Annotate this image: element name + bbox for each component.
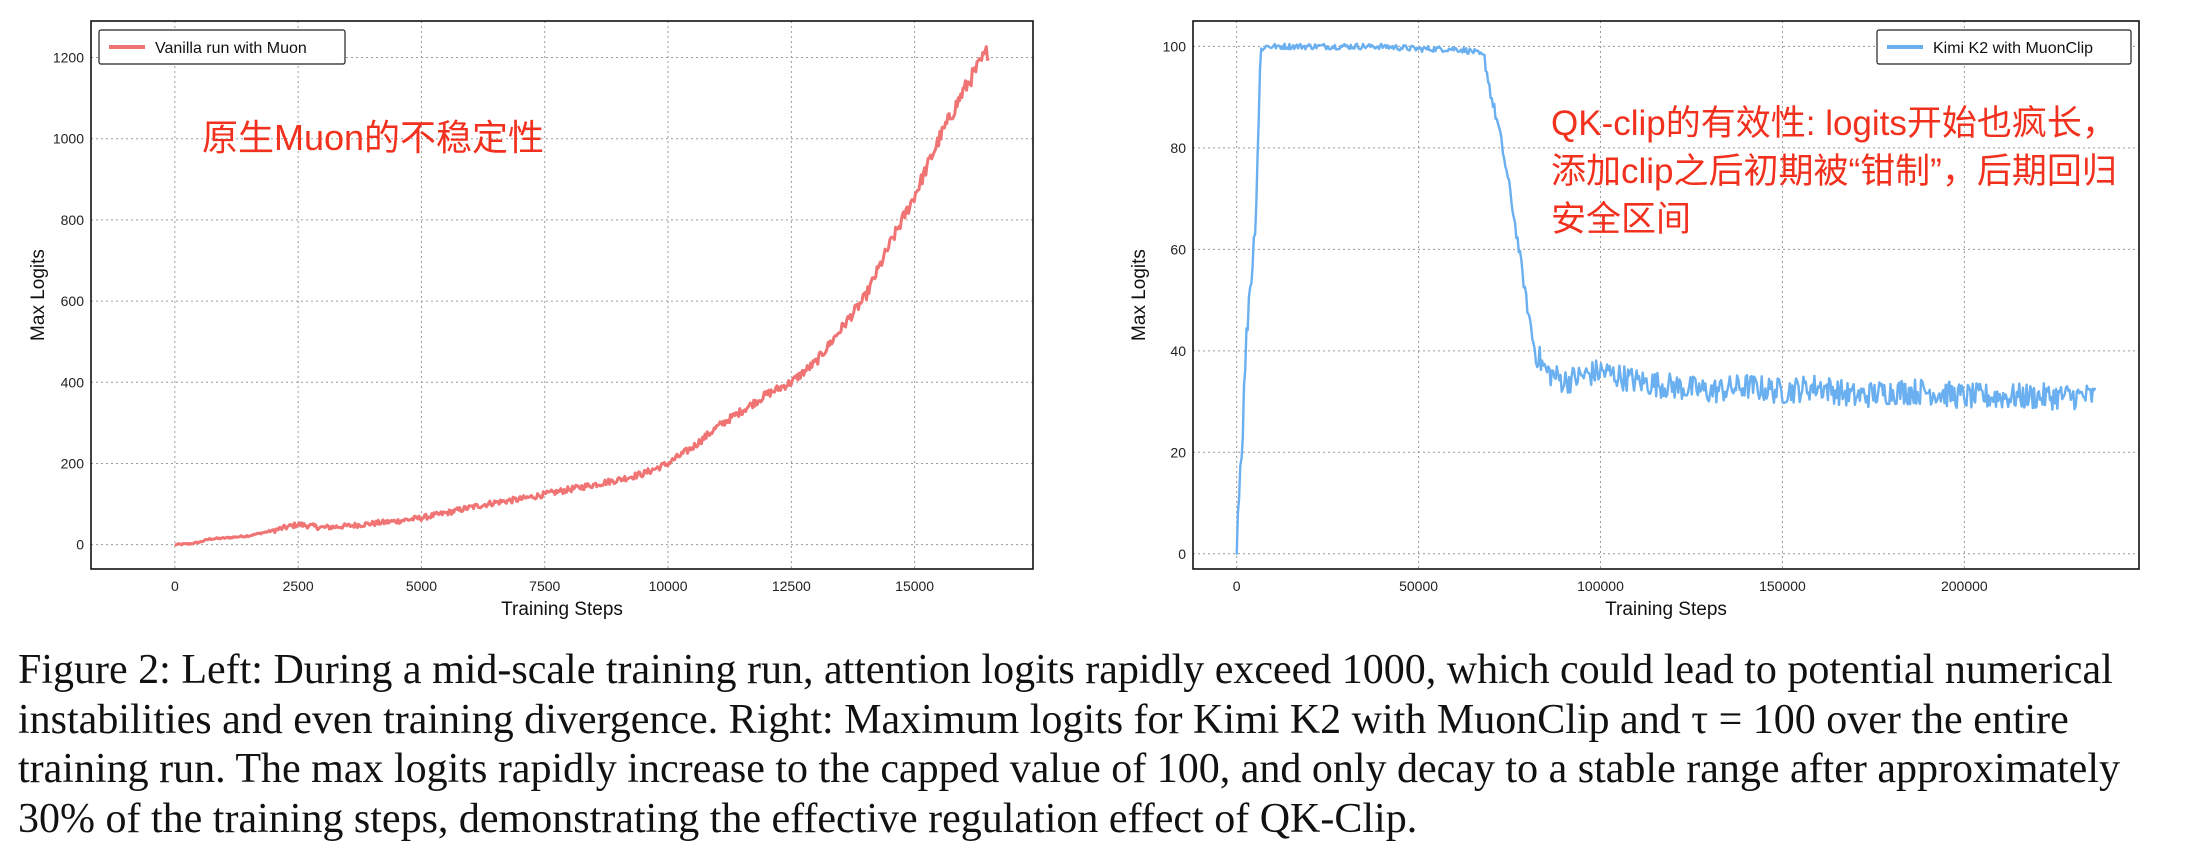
left-y-tick-label: 1000 — [53, 131, 84, 147]
right-legend-label: Kimi K2 with MuonClip — [1933, 40, 2093, 57]
left-x-tick-label: 2500 — [283, 578, 314, 594]
chart-left: 0 200 400 600 800 1000 1200 0 2500 5000 7500 10000 1… — [28, 20, 1034, 620]
left-legend-label: Vanilla run with Muon — [155, 40, 307, 57]
right-legend-box — [1876, 29, 2132, 65]
right-y-tick-label: 100 — [1163, 38, 1187, 54]
figure-caption: Figure 2: Left: During a mid-scale train… — [18, 647, 2120, 842]
left-legend: Vanilla run with Muon — [98, 29, 346, 65]
left-x-tick-label: 5000 — [406, 578, 437, 594]
right-y-tick-label: 0 — [1178, 546, 1186, 562]
chart-right: 0 20 40 60 80 100 0 50000 100000 150000 200000 Trai… — [1129, 20, 2140, 620]
left-y-tick-label: 200 — [61, 455, 85, 471]
left-y-tick-label: 800 — [61, 212, 85, 228]
right-y-tick-label: 40 — [1170, 343, 1186, 359]
right-x-tick-label: 150000 — [1759, 578, 1806, 594]
left-y-tick-label: 0 — [76, 537, 84, 553]
right-y-axis-label: Max Logits — [1129, 249, 1150, 341]
right-x-tick-label: 200000 — [1941, 578, 1988, 594]
left-x-axis-label: Training Steps — [501, 599, 623, 620]
right-legend: Kimi K2 with MuonClip — [1876, 29, 2132, 65]
right-plot-frame — [1192, 20, 2140, 570]
right-y-tick-label: 60 — [1170, 241, 1186, 257]
left-x-tick-label: 7500 — [529, 578, 560, 594]
left-x-tick-label: 12500 — [772, 578, 811, 594]
right-x-axis-label: Training Steps — [1605, 599, 1727, 620]
left-y-tick-label: 400 — [61, 374, 85, 390]
left-y-axis-label: Max Logits — [28, 249, 49, 341]
right-series-line — [1235, 42, 2097, 555]
right-y-tick-label: 20 — [1170, 444, 1186, 460]
left-plot-frame — [90, 20, 1034, 570]
left-annotation: 原生Muon的不稳定性 — [202, 117, 544, 158]
left-legend-box — [98, 29, 346, 65]
right-x-tick-label: 0 — [1233, 578, 1241, 594]
right-x-tick-label: 100000 — [1577, 578, 1624, 594]
right-x-tick-label: 50000 — [1399, 578, 1438, 594]
left-y-tick-label: 1200 — [53, 50, 84, 66]
right-y-tick-label: 80 — [1170, 140, 1186, 156]
left-series-line — [174, 45, 990, 547]
left-x-tick-label: 15000 — [895, 578, 934, 594]
left-x-tick-label: 10000 — [649, 578, 688, 594]
right-annotation: QK-clip的有效性: logits开始也疯长，添加clip之后初期被“钳制”… — [1551, 104, 2117, 239]
left-y-tick-label: 600 — [61, 293, 85, 309]
left-x-tick-label: 0 — [171, 578, 179, 594]
